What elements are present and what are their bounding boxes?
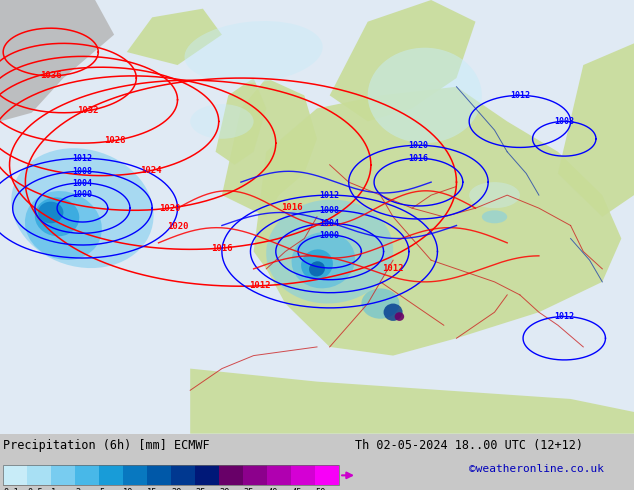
Text: 1012: 1012 [510, 91, 530, 100]
Ellipse shape [309, 261, 325, 276]
Bar [3, 465, 339, 486]
Polygon shape [127, 9, 222, 65]
Text: 1004: 1004 [72, 178, 93, 188]
Text: 1020: 1020 [167, 222, 188, 231]
Bar [315, 465, 339, 486]
Text: 1020: 1020 [159, 203, 181, 213]
Text: 1016: 1016 [281, 203, 302, 212]
Text: 1008: 1008 [320, 206, 340, 215]
Bar [171, 465, 195, 486]
Text: 1016: 1016 [408, 154, 429, 163]
Text: 10: 10 [123, 488, 134, 490]
Text: 1012: 1012 [72, 154, 93, 163]
Polygon shape [330, 0, 476, 122]
Text: 1036: 1036 [40, 72, 61, 80]
Text: ©weatheronline.co.uk: ©weatheronline.co.uk [469, 464, 604, 474]
Ellipse shape [190, 104, 254, 139]
Ellipse shape [301, 249, 333, 280]
Polygon shape [216, 78, 266, 165]
Ellipse shape [482, 210, 507, 223]
Bar [243, 465, 267, 486]
Text: 1012: 1012 [320, 191, 340, 199]
Text: 5: 5 [99, 488, 105, 490]
Text: 25: 25 [195, 488, 205, 490]
Polygon shape [558, 44, 634, 217]
Text: 1020: 1020 [408, 141, 429, 150]
Text: 1: 1 [51, 488, 56, 490]
Polygon shape [254, 87, 621, 356]
Text: 1008: 1008 [72, 167, 93, 176]
Ellipse shape [384, 303, 403, 321]
Bar [219, 465, 243, 486]
Text: 1012: 1012 [382, 264, 404, 273]
Ellipse shape [11, 148, 153, 268]
Text: 50: 50 [315, 488, 326, 490]
Text: 1008: 1008 [554, 117, 574, 126]
Bar [195, 465, 219, 486]
Bar [27, 465, 51, 486]
Bar [75, 465, 99, 486]
Ellipse shape [184, 21, 323, 83]
Text: 1012: 1012 [554, 312, 574, 321]
Ellipse shape [394, 312, 404, 321]
Ellipse shape [38, 202, 63, 223]
Ellipse shape [25, 191, 102, 260]
Text: 0.5: 0.5 [27, 488, 43, 490]
Text: 1028: 1028 [104, 136, 126, 145]
Text: 1012: 1012 [249, 281, 271, 290]
Ellipse shape [368, 48, 482, 143]
Text: 1024: 1024 [140, 166, 162, 175]
Ellipse shape [469, 182, 520, 208]
Bar [267, 465, 291, 486]
Text: 15: 15 [147, 488, 158, 490]
Text: 2: 2 [75, 488, 81, 490]
Text: Th 02-05-2024 18..00 UTC (12+12): Th 02-05-2024 18..00 UTC (12+12) [355, 439, 583, 452]
Text: 1004: 1004 [320, 219, 340, 228]
Text: 35: 35 [243, 488, 254, 490]
Text: 1016: 1016 [211, 244, 232, 252]
Text: 1000: 1000 [72, 190, 93, 199]
Bar [3, 465, 27, 486]
Text: 1000: 1000 [320, 230, 340, 240]
Ellipse shape [266, 199, 393, 303]
Polygon shape [0, 0, 114, 122]
Ellipse shape [292, 232, 355, 288]
Text: 0.1: 0.1 [3, 488, 19, 490]
Bar [99, 465, 123, 486]
Ellipse shape [35, 197, 79, 236]
Polygon shape [190, 368, 634, 434]
Text: 30: 30 [219, 488, 230, 490]
Ellipse shape [361, 289, 399, 318]
Bar [291, 465, 315, 486]
Text: 45: 45 [291, 488, 302, 490]
Polygon shape [222, 78, 317, 217]
Bar [51, 465, 75, 486]
Text: 1032: 1032 [77, 106, 99, 115]
Text: 40: 40 [267, 488, 278, 490]
Text: 20: 20 [171, 488, 182, 490]
Text: Precipitation (6h) [mm] ECMWF: Precipitation (6h) [mm] ECMWF [3, 439, 210, 452]
Bar [123, 465, 147, 486]
Bar [147, 465, 171, 486]
